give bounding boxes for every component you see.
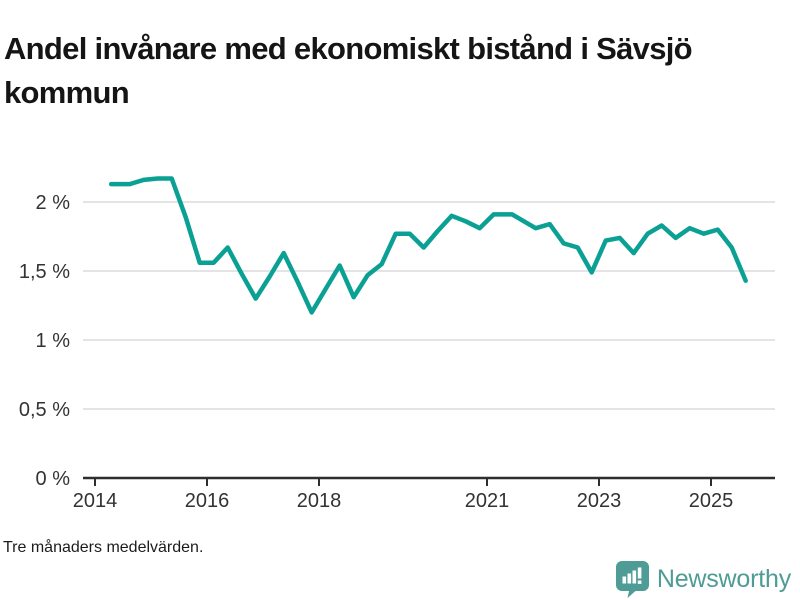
y-tick-label: 0 % bbox=[36, 468, 71, 490]
chart-footnote: Tre månaders medelvärden. bbox=[3, 539, 204, 556]
y-tick-label: 0,5 % bbox=[19, 399, 70, 421]
line-chart: 0 % 0,5 % 1 % 1,5 % 2 % 2014 2016 2018 2021 2023 2… bbox=[0, 100, 800, 512]
x-tick-label: 2025 bbox=[689, 490, 734, 512]
logo-bars bbox=[622, 567, 642, 584]
page-title: Andel invånare med ekonomiskt bistånd i … bbox=[4, 30, 693, 110]
newsworthy-logo-icon bbox=[615, 560, 649, 598]
x-tick-label: 2016 bbox=[185, 490, 230, 512]
newsworthy-wordmark: Newsworthy bbox=[656, 564, 791, 593]
x-tick-label: 2023 bbox=[577, 490, 622, 512]
line-chart-canvas: 0 % 0,5 % 1 % 1,5 % 2 % 2014 2016 2018 2021 2023 2… bbox=[19, 176, 775, 512]
x-tick-label: 2021 bbox=[465, 490, 510, 512]
y-tick-label: 1,5 % bbox=[19, 261, 70, 283]
newsworthy-brand: Newsworthy bbox=[615, 560, 791, 598]
y-tick-label: 1 % bbox=[36, 330, 71, 352]
data-line bbox=[108, 176, 748, 315]
logo-exclamation-dot bbox=[637, 580, 642, 584]
y-tick-label: 2 % bbox=[36, 192, 71, 214]
x-tick-label: 2018 bbox=[297, 490, 342, 512]
logo-exclamation-bar bbox=[637, 567, 642, 578]
x-tick-label: 2014 bbox=[73, 490, 118, 512]
